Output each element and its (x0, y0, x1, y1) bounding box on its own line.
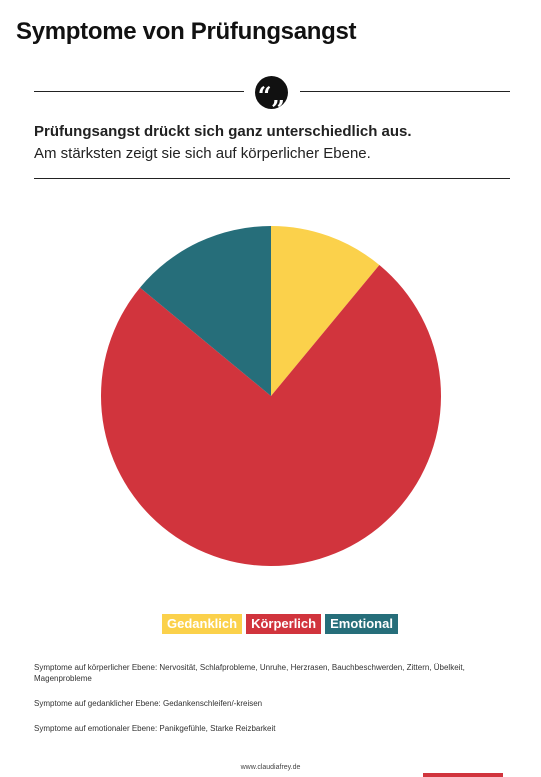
note-gedanklich: Symptome auf gedanklicher Ebene: Gedanke… (34, 699, 263, 708)
intro-divider (34, 178, 510, 179)
quote-divider: “„ (34, 76, 510, 110)
pie-slice-gedanklich (271, 226, 380, 396)
pie-chart (100, 226, 441, 566)
intro-subline: Am stärksten zeigt sie sich auf körperli… (34, 145, 371, 162)
pie-slice-k-rperlich (100, 265, 441, 566)
intro-headline: Prüfungsangst drückt sich ganz unterschi… (34, 123, 412, 140)
note-emotional: Symptome auf emotionaler Ebene: Panikgef… (34, 724, 276, 733)
footer-url[interactable]: www.claudiafrey.de (240, 764, 301, 771)
intro-text: Prüfungsangst drückt sich ganz unterschi… (34, 121, 510, 165)
divider-line-right (300, 91, 510, 92)
legend-item-emotional: Emotional (325, 614, 398, 634)
legend-item-gedanklich: Gedanklich (162, 614, 243, 634)
chart-legend: Gedanklich Körperlich Emotional (162, 614, 398, 634)
symptom-notes: Symptome auf körperlicher Ebene: Nervosi… (34, 662, 514, 748)
divider-line-left (34, 91, 244, 92)
pie-slice-emotional (140, 226, 271, 396)
footer-accent-bar (423, 773, 503, 777)
page-title: Symptome von Prüfungsangst (16, 18, 357, 45)
quote-icon: “„ (255, 76, 288, 110)
legend-item-k-rperlich: Körperlich (246, 614, 322, 634)
note-koerperlich: Symptome auf körperlicher Ebene: Nervosi… (34, 663, 465, 683)
